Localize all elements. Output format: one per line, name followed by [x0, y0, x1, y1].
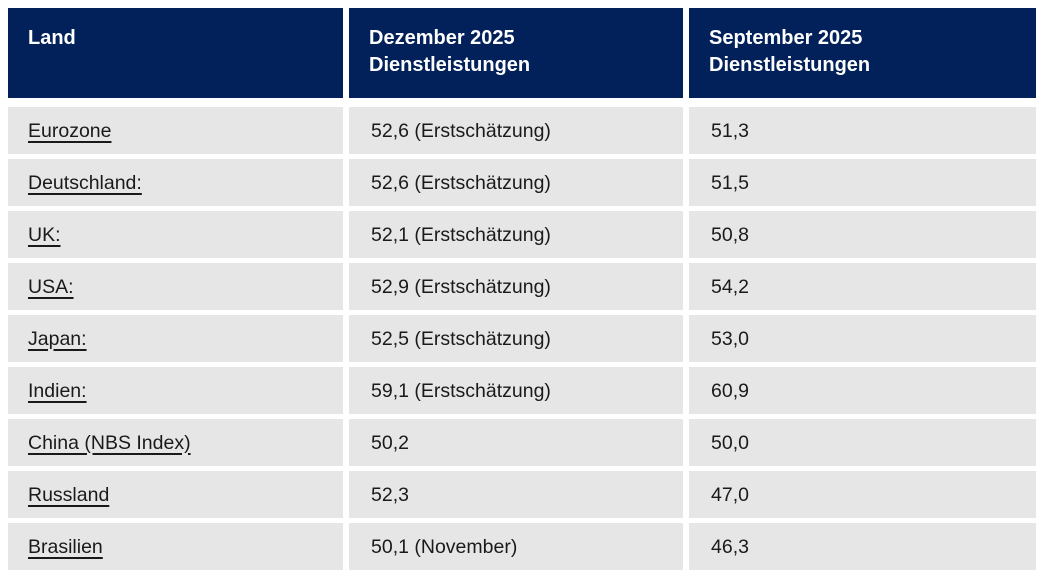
september-value-cell: 50,8 — [689, 211, 1036, 258]
country-cell: Eurozone — [8, 107, 343, 154]
dezember-value-cell: 52,5 (Erstschätzung) — [349, 315, 683, 362]
country-cell: China (NBS Index) — [8, 419, 343, 466]
header-label-land: Land — [28, 27, 76, 49]
country-cell: USA: — [8, 263, 343, 310]
header-cell-dezember-2025: Dezember 2025 Dienstleistungen — [349, 8, 683, 98]
table-row: China (NBS Index) 50,2 50,0 — [8, 419, 1036, 466]
dezember-value-cell: 50,2 — [349, 419, 683, 466]
dezember-value-cell: 52,6 (Erstschätzung) — [349, 107, 683, 154]
country-link[interactable]: UK: — [28, 223, 61, 246]
september-value-cell: 54,2 — [689, 263, 1036, 310]
table-row: UK: 52,1 (Erstschätzung) 50,8 — [8, 211, 1036, 258]
header-label-dezember-2025: Dezember 2025 Dienstleistungen — [369, 27, 531, 76]
september-value-cell: 47,0 — [689, 471, 1036, 518]
table-row: Indien: 59,1 (Erstschätzung) 60,9 — [8, 367, 1036, 414]
country-link[interactable]: USA: — [28, 275, 74, 298]
table-row: Deutschland: 52,6 (Erstschätzung) 51,5 — [8, 159, 1036, 206]
table-row: USA: 52,9 (Erstschätzung) 54,2 — [8, 263, 1036, 310]
pmi-services-table: Land Dezember 2025 Dienstleistungen Sept… — [8, 8, 1036, 570]
dezember-value-cell: 52,1 (Erstschätzung) — [349, 211, 683, 258]
september-value-cell: 53,0 — [689, 315, 1036, 362]
country-link[interactable]: Indien: — [28, 379, 87, 402]
country-cell: Deutschland: — [8, 159, 343, 206]
country-link[interactable]: Eurozone — [28, 119, 112, 142]
table-row: Brasilien 50,1 (November) 46,3 — [8, 523, 1036, 570]
september-value-cell: 46,3 — [689, 523, 1036, 570]
country-link[interactable]: Deutschland: — [28, 171, 142, 194]
table-row: Russland 52,3 47,0 — [8, 471, 1036, 518]
country-link[interactable]: China (NBS Index) — [28, 431, 191, 454]
country-cell: Brasilien — [8, 523, 343, 570]
header-label-september-2025: September 2025 Dienstleistungen — [709, 27, 871, 76]
september-value-cell: 60,9 — [689, 367, 1036, 414]
september-value-cell: 51,3 — [689, 107, 1036, 154]
country-cell: Russland — [8, 471, 343, 518]
table-header-row: Land Dezember 2025 Dienstleistungen Sept… — [8, 8, 1036, 98]
dezember-value-cell: 50,1 (November) — [349, 523, 683, 570]
dezember-value-cell: 59,1 (Erstschätzung) — [349, 367, 683, 414]
dezember-value-cell: 52,9 (Erstschätzung) — [349, 263, 683, 310]
table-row: Eurozone 52,6 (Erstschätzung) 51,3 — [8, 107, 1036, 154]
september-value-cell: 50,0 — [689, 419, 1036, 466]
country-cell: UK: — [8, 211, 343, 258]
september-value-cell: 51,5 — [689, 159, 1036, 206]
dezember-value-cell: 52,6 (Erstschätzung) — [349, 159, 683, 206]
country-cell: Japan: — [8, 315, 343, 362]
header-cell-land: Land — [8, 8, 343, 98]
dezember-value-cell: 52,3 — [349, 471, 683, 518]
country-cell: Indien: — [8, 367, 343, 414]
header-cell-september-2025: September 2025 Dienstleistungen — [689, 8, 1036, 98]
table-row: Japan: 52,5 (Erstschätzung) 53,0 — [8, 315, 1036, 362]
country-link[interactable]: Brasilien — [28, 535, 103, 558]
country-link[interactable]: Japan: — [28, 327, 87, 350]
country-link[interactable]: Russland — [28, 483, 110, 506]
